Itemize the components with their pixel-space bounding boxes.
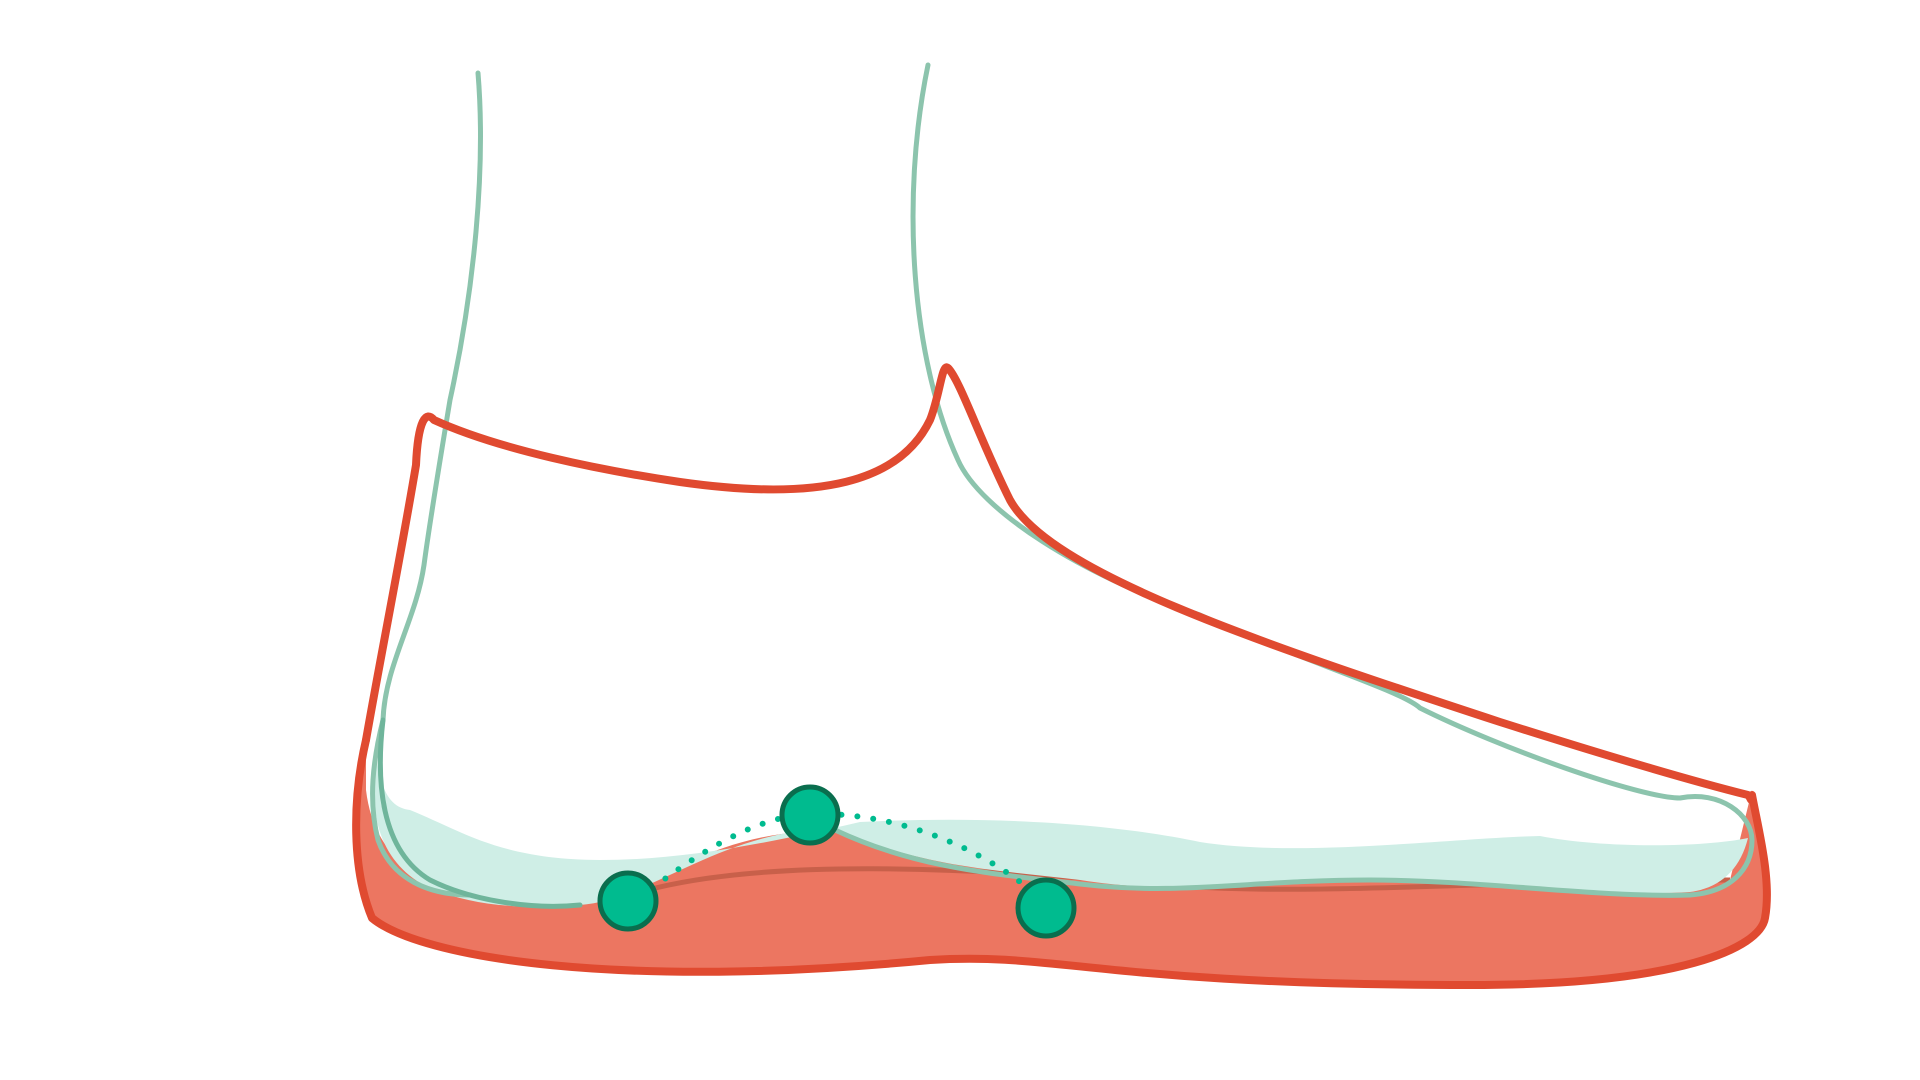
leg-back-outline	[370, 70, 483, 898]
foot-footbed	[374, 740, 1748, 907]
leg-front-outline	[832, 62, 1755, 898]
forefoot-contact-point	[1015, 877, 1077, 939]
shoe-sole-outline	[352, 736, 1771, 989]
heel-contact-point	[597, 870, 659, 932]
shoe-sole	[356, 740, 1767, 985]
foot-heel-outline	[377, 717, 583, 909]
arch-peak-point	[779, 784, 841, 846]
shoe-upper-outline	[362, 363, 1756, 804]
